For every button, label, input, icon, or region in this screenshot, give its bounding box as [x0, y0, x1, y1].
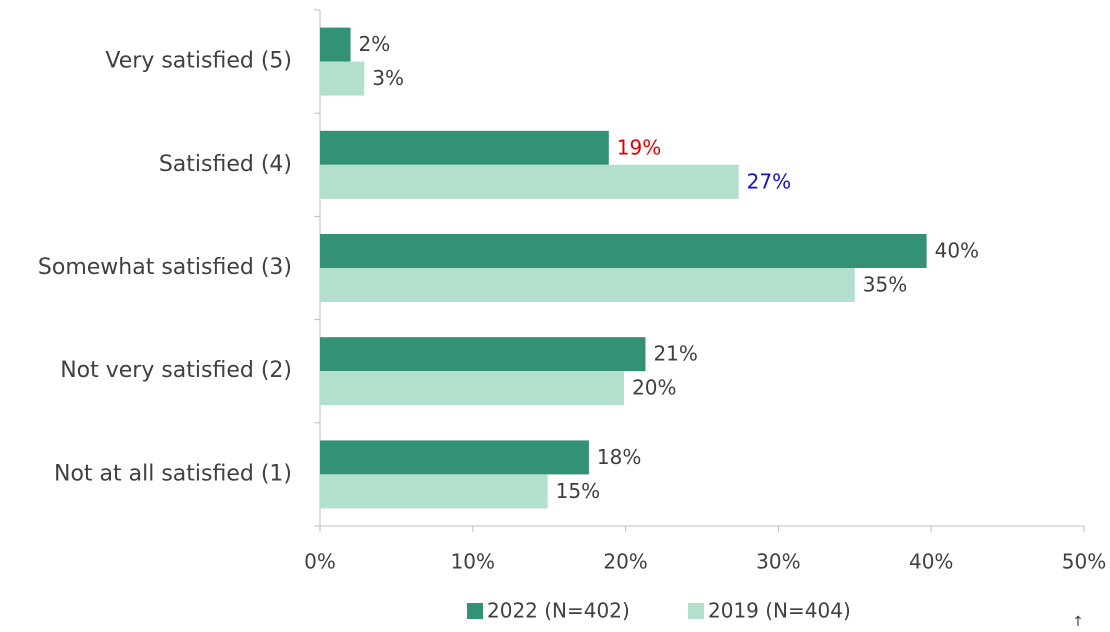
bar [320, 337, 646, 372]
category-label: Satisfied (4) [159, 152, 292, 177]
annotation: ↑ [1072, 614, 1084, 630]
bar [320, 371, 625, 406]
bar [320, 27, 351, 62]
value-label: 15% [556, 479, 600, 503]
value-label: 20% [632, 376, 676, 400]
value-label: 2% [359, 32, 391, 56]
legend-swatch [688, 603, 704, 619]
bar [320, 234, 927, 268]
x-tick-label: 10% [451, 550, 495, 574]
value-label: 35% [863, 273, 907, 297]
category-label: Not very satisfied (2) [60, 358, 292, 383]
bar [320, 268, 855, 302]
bar [320, 474, 548, 509]
legend-label: 2019 (N=404) [708, 599, 851, 623]
bar [320, 130, 609, 165]
x-tick-label: 40% [909, 550, 953, 574]
legend-label: 2022 (N=402) [487, 599, 630, 623]
x-tick-label: 30% [756, 550, 800, 574]
bar [320, 61, 365, 96]
legend-swatch [467, 603, 483, 619]
x-tick-label: 50% [1062, 550, 1106, 574]
category-label: Not at all satisfied (1) [54, 461, 292, 486]
category-label: Somewhat satisfied (3) [38, 255, 292, 280]
value-label: 27% [747, 169, 791, 193]
value-label: 40% [935, 239, 979, 263]
value-label: 19% [617, 135, 661, 159]
category-label: Very satisfied (5) [105, 49, 292, 74]
x-tick-label: 0% [304, 550, 336, 574]
bar [320, 440, 589, 475]
bar [320, 164, 739, 199]
value-label: 3% [372, 66, 404, 90]
value-label: 21% [653, 342, 697, 366]
x-tick-label: 20% [603, 550, 647, 574]
value-label: 18% [597, 445, 641, 469]
